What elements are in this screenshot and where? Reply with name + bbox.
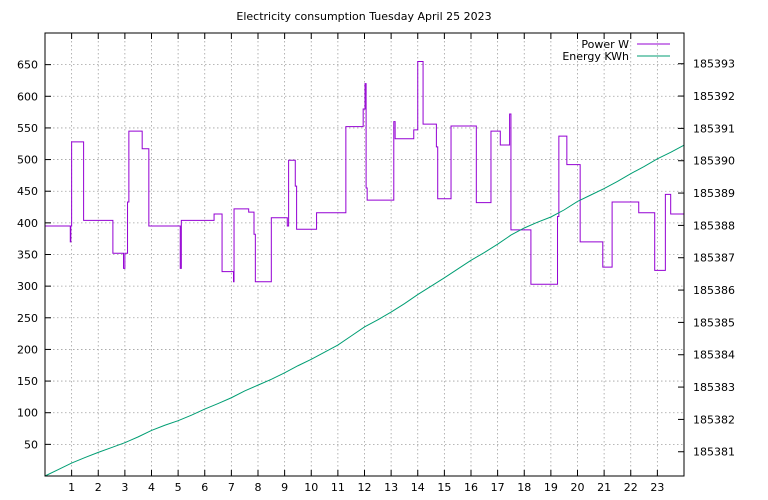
- x-tick-label: 2: [95, 481, 102, 494]
- x-tick-label: 7: [228, 481, 235, 494]
- y2-tick-label: 185386: [693, 284, 735, 297]
- legend-label-energy-kwh: Energy KWh: [562, 50, 629, 63]
- y-tick-label: 50: [24, 438, 38, 451]
- y2-tick-label: 185391: [693, 122, 735, 135]
- y-tick-label: 300: [17, 280, 38, 293]
- y-tick-label: 550: [17, 122, 38, 135]
- x-tick-label: 8: [255, 481, 262, 494]
- x-tick-label: 5: [175, 481, 182, 494]
- y2-tick-label: 185387: [693, 252, 735, 265]
- x-tick-label: 6: [201, 481, 208, 494]
- y2-tick-label: 185393: [693, 58, 735, 71]
- y-tick-label: 650: [17, 59, 38, 72]
- y-tick-label: 150: [17, 375, 38, 388]
- x-tick-label: 11: [331, 481, 345, 494]
- y-tick-label: 100: [17, 407, 38, 420]
- x-tick-label: 10: [304, 481, 318, 494]
- x-tick-label: 23: [650, 481, 664, 494]
- x-tick-label: 15: [437, 481, 451, 494]
- x-tick-label: 4: [148, 481, 155, 494]
- y-tick-label: 200: [17, 343, 38, 356]
- y2-tick-label: 185383: [693, 381, 735, 394]
- ticks: 1 2 3 4 5 6 7 8 9 10 11 12 13 14 15 16 17 18 19 20 21 22 23501…: [17, 33, 735, 494]
- series-line-energy-kwh: [44, 144, 685, 477]
- x-tick-label: 21: [597, 481, 611, 494]
- y2-tick-label: 185390: [693, 155, 735, 168]
- y-tick-label: 400: [17, 217, 38, 230]
- series-line-power-w: [45, 60, 684, 285]
- x-tick-label: 14: [411, 481, 425, 494]
- x-tick-label: 1: [68, 481, 75, 494]
- legend-label-power-w: Power W: [581, 38, 629, 51]
- y-tick-label: 250: [17, 312, 38, 325]
- x-tick-label: 20: [571, 481, 585, 494]
- x-tick-label: 13: [384, 481, 398, 494]
- y2-tick-label: 185381: [693, 446, 735, 459]
- y-tick-label: 600: [17, 90, 38, 103]
- y2-tick-label: 185389: [693, 187, 735, 200]
- y-tick-label: 500: [17, 154, 38, 167]
- x-tick-label: 16: [464, 481, 478, 494]
- y-tick-label: 450: [17, 185, 38, 198]
- x-tick-label: 19: [544, 481, 558, 494]
- y2-tick-label: 185382: [693, 413, 735, 426]
- grid: [45, 33, 684, 476]
- y2-tick-label: 185385: [693, 316, 735, 329]
- x-tick-label: 17: [491, 481, 505, 494]
- y2-tick-label: 185388: [693, 219, 735, 232]
- x-tick-label: 22: [624, 481, 638, 494]
- x-tick-label: 18: [517, 481, 531, 494]
- x-tick-label: 12: [358, 481, 372, 494]
- x-tick-label: 3: [121, 481, 128, 494]
- y2-tick-label: 185392: [693, 90, 735, 103]
- x-tick-label: 9: [281, 481, 288, 494]
- y2-tick-label: 185384: [693, 349, 735, 362]
- chart-title: Electricity consumption Tuesday April 25…: [236, 10, 491, 23]
- y-tick-label: 350: [17, 249, 38, 262]
- series-layer: [44, 60, 685, 477]
